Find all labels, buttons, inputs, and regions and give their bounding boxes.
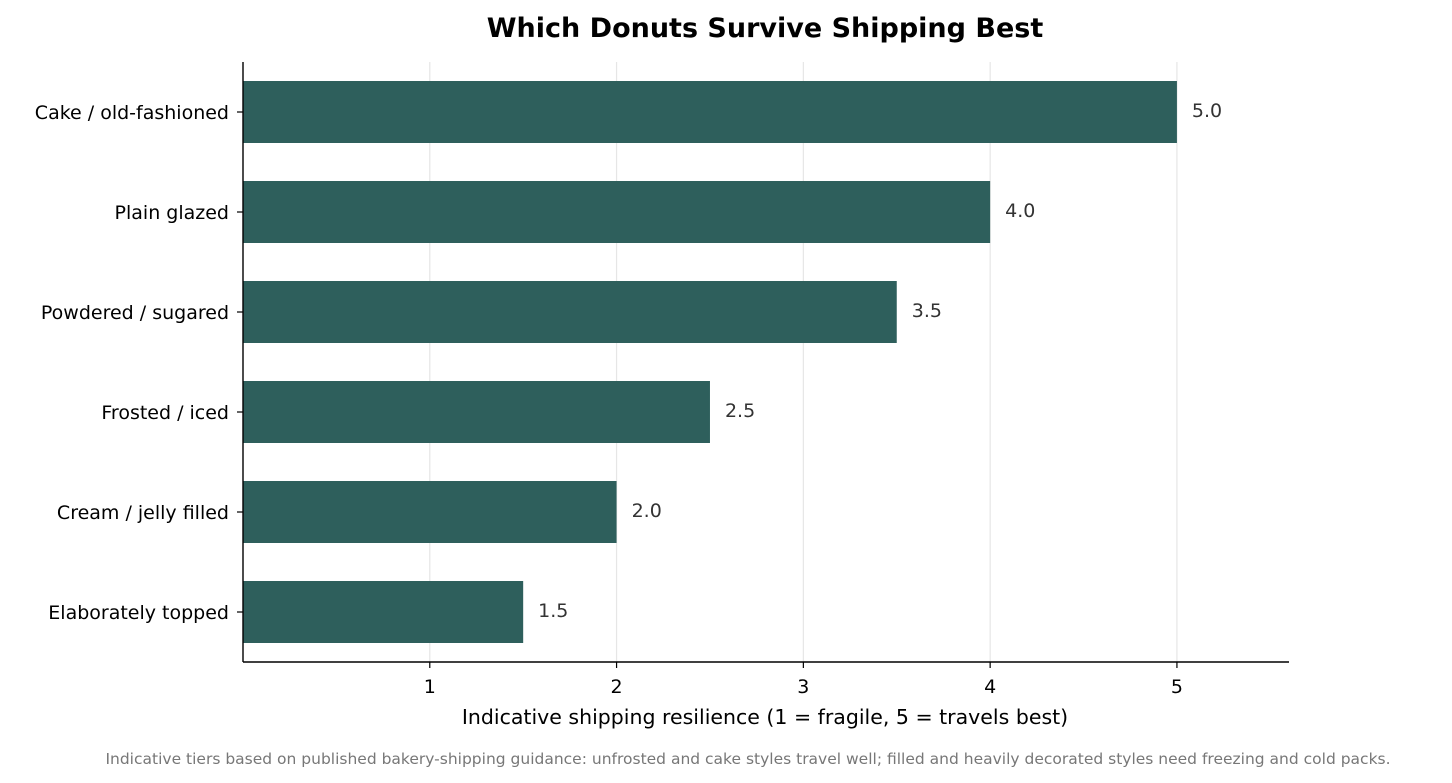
bars <box>243 81 1177 643</box>
y-tick-label: Cake / old-fashioned <box>35 102 229 124</box>
gridlines <box>429 62 1178 662</box>
x-axis-label: Indicative shipping resilience (1 = frag… <box>462 705 1068 729</box>
data-label: 5.0 <box>1192 100 1222 122</box>
y-tick-label: Powdered / sugared <box>41 302 229 324</box>
bar <box>243 381 710 443</box>
y-tick-label: Frosted / iced <box>101 402 229 424</box>
y-tick-label: Cream / jelly filled <box>57 502 229 524</box>
x-tick-label: 2 <box>611 676 623 698</box>
x-tick-label: 1 <box>424 676 436 698</box>
x-tick-label: 5 <box>1171 676 1183 698</box>
data-label: 2.0 <box>632 500 662 522</box>
chart-title: Which Donuts Survive Shipping Best <box>487 13 1044 44</box>
bar <box>243 481 617 543</box>
footnote: Indicative tiers based on published bake… <box>105 750 1390 768</box>
bar <box>243 81 1177 143</box>
axes <box>237 62 1289 668</box>
y-tick-label: Plain glazed <box>115 202 229 224</box>
data-labels: 5.0 4.0 3.5 2.5 2.0 1.5 <box>538 100 1222 622</box>
x-axis-tick-labels: 1 2 3 4 5 <box>424 676 1183 698</box>
y-axis-tick-labels: Cake / old-fashioned Plain glazed Powdered… <box>35 102 229 624</box>
data-label: 1.5 <box>538 600 568 622</box>
x-tick-label: 4 <box>984 676 996 698</box>
bar <box>243 581 524 643</box>
data-label: 2.5 <box>725 400 755 422</box>
bar <box>243 281 897 343</box>
bar <box>243 181 991 243</box>
y-tick-label: Elaborately topped <box>48 602 229 624</box>
data-label: 3.5 <box>912 300 942 322</box>
data-label: 4.0 <box>1005 200 1035 222</box>
x-tick-label: 3 <box>797 676 809 698</box>
